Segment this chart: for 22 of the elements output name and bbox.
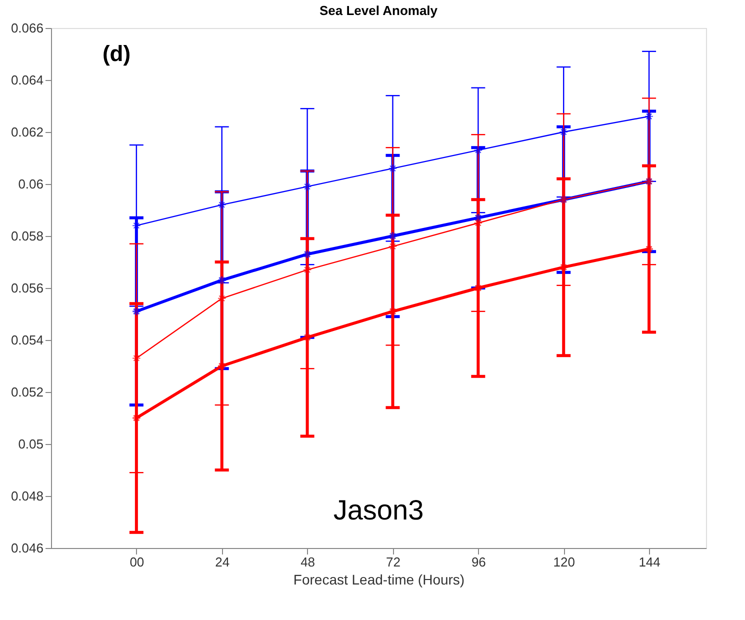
x-tick-label: 96 (471, 554, 486, 570)
x-tick-label: 72 (386, 554, 400, 570)
y-tick-label: 0.052 (10, 384, 44, 400)
x-tick-label: 48 (300, 554, 316, 570)
y-tick-label: 0.046 (10, 540, 44, 556)
y-tick-label: 0.058 (10, 228, 44, 244)
annotation: (d) (102, 41, 131, 66)
y-tick-label: 0.066 (10, 20, 44, 36)
x-tick-label: 144 (638, 554, 660, 570)
x-axis-title: Forecast Lead-time (Hours) (293, 572, 465, 588)
y-tick-label: 0.048 (10, 488, 44, 504)
y-tick-label: 0.06 (18, 176, 44, 192)
chart-title: Sea Level Anomaly (319, 3, 438, 18)
x-tick-label: 24 (215, 554, 230, 570)
x-tick-label: 120 (553, 554, 575, 570)
annotation: Jason3 (333, 494, 424, 526)
y-tick-label: 0.062 (10, 124, 44, 140)
y-tick-label: 0.05 (18, 436, 44, 452)
y-tick-label: 0.064 (10, 72, 44, 88)
y-tick-label: 0.056 (10, 280, 44, 296)
y-tick-label: 0.054 (10, 332, 44, 348)
x-tick-label: 00 (130, 554, 144, 570)
